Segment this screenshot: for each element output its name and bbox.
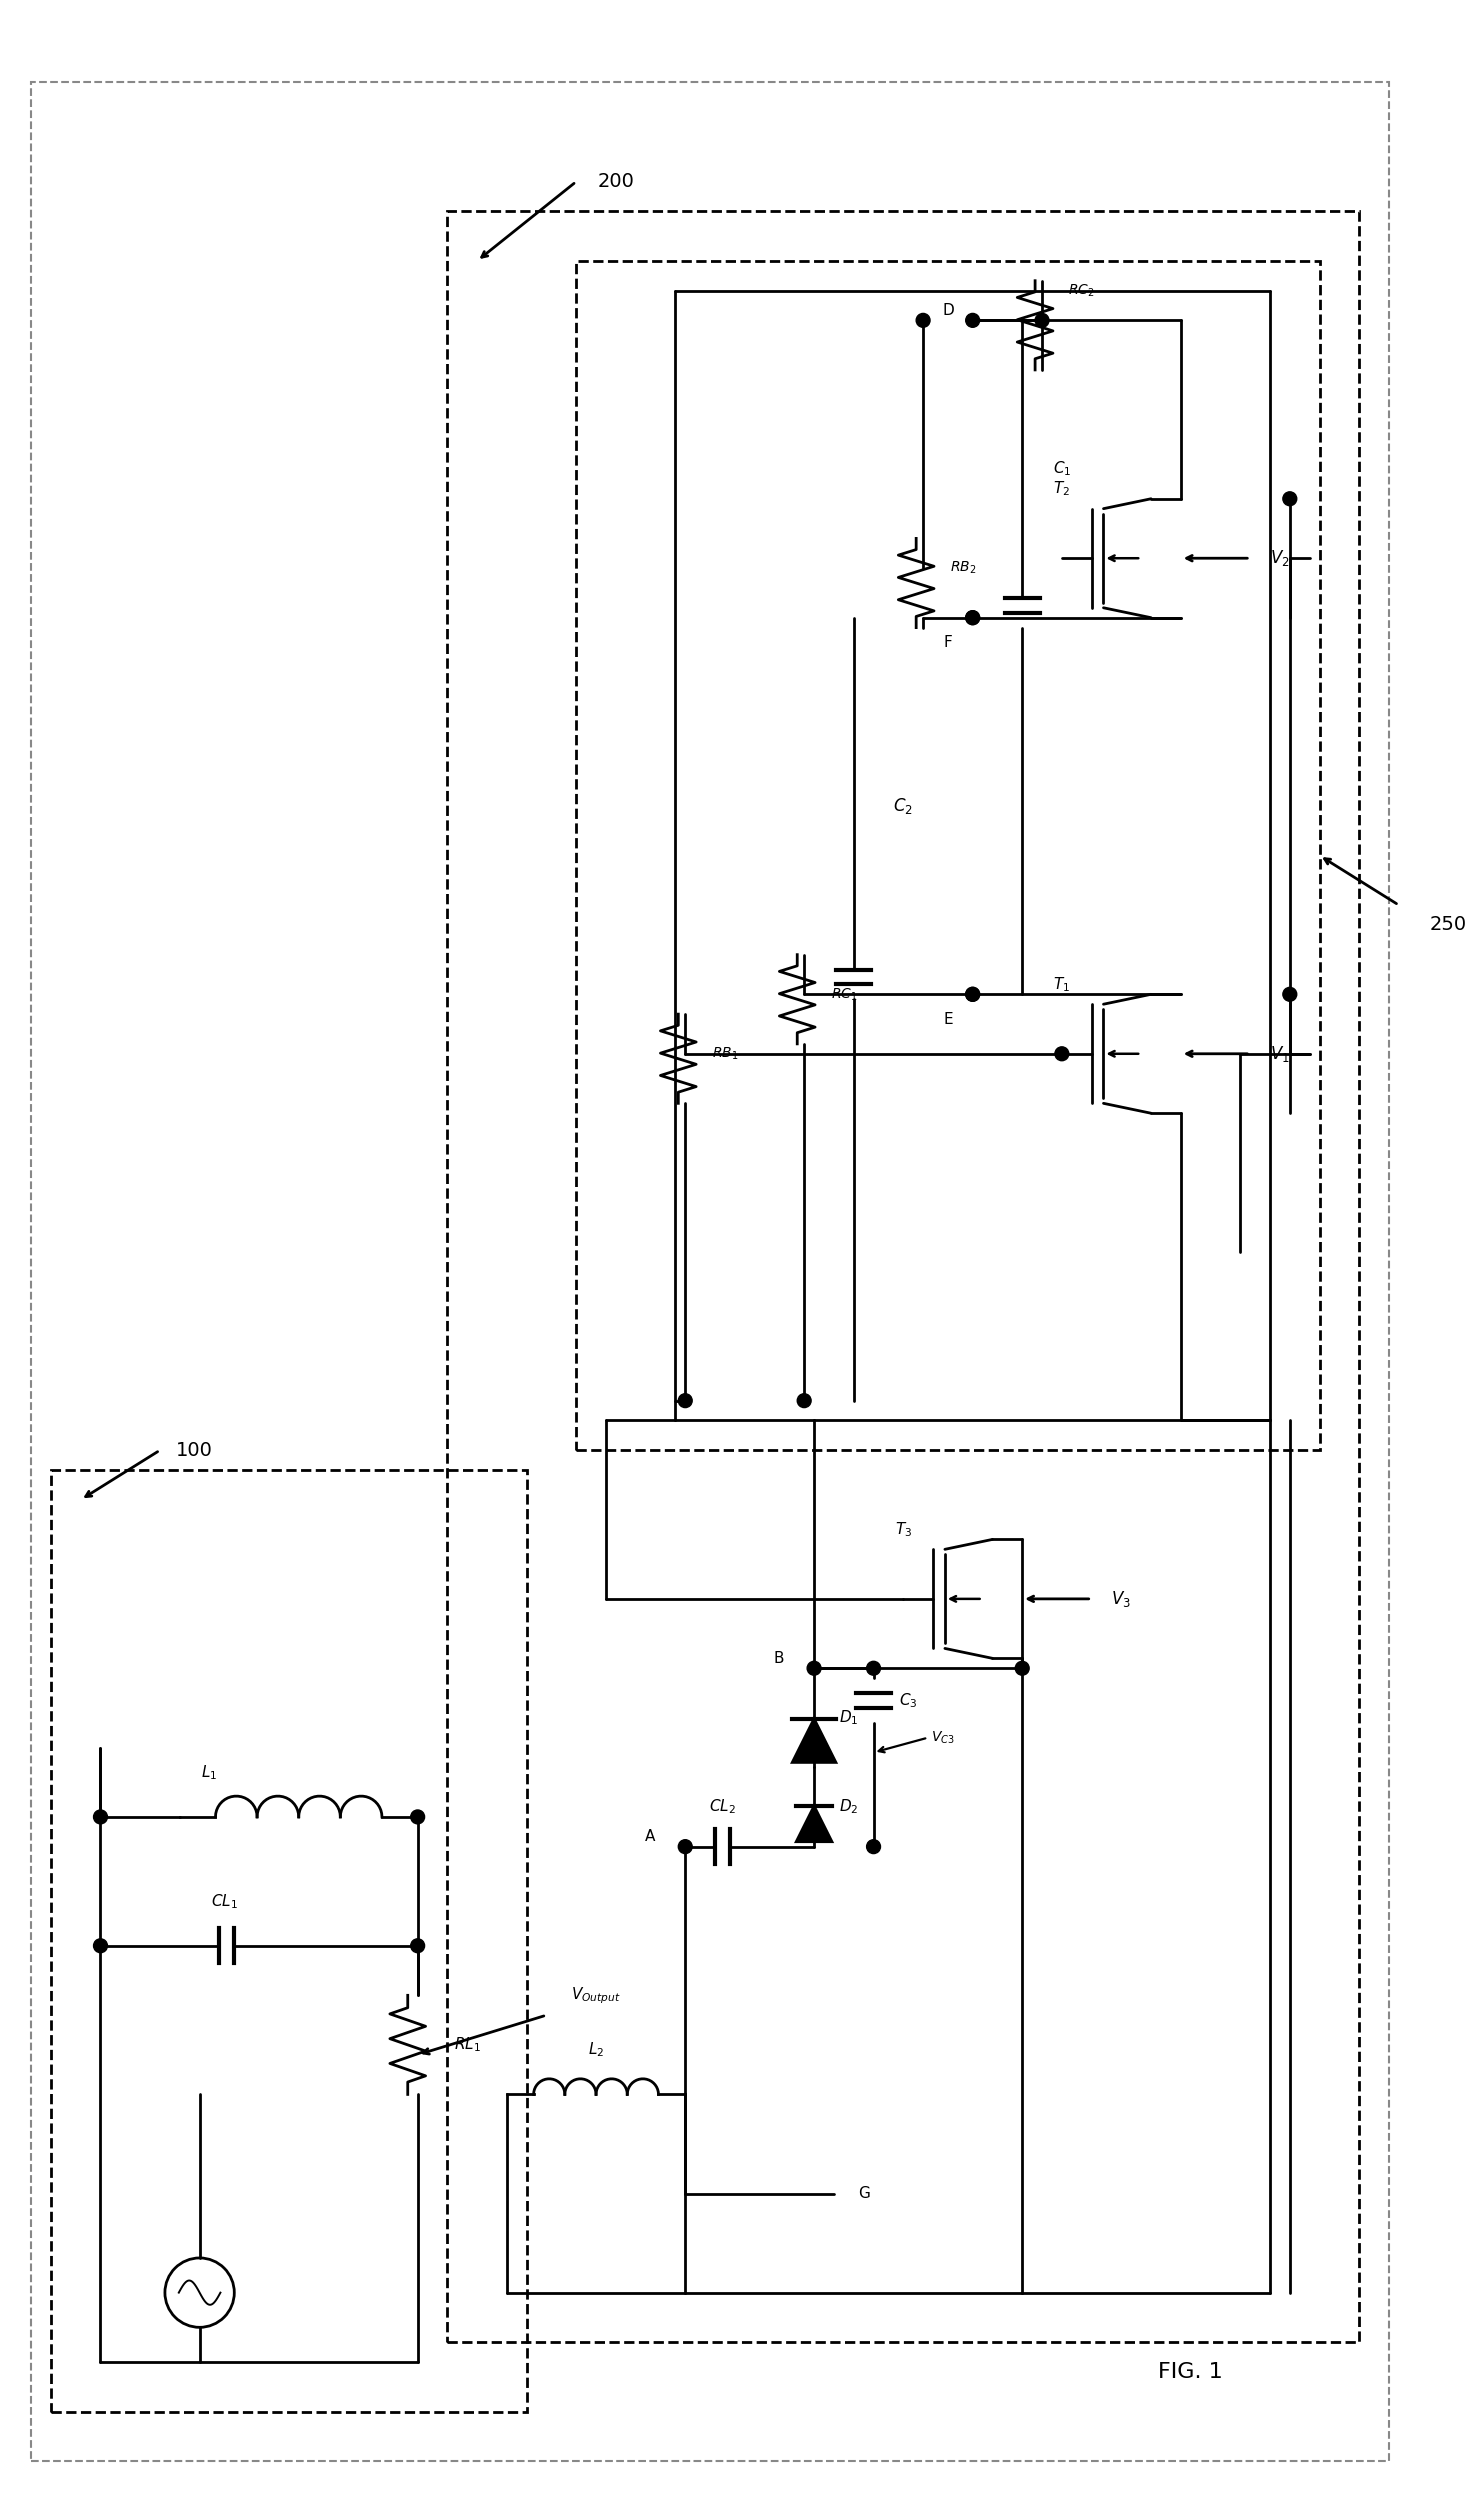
Circle shape — [410, 1809, 425, 1824]
Circle shape — [916, 313, 929, 328]
Text: D: D — [943, 303, 954, 318]
Text: $V_3$: $V_3$ — [1111, 1589, 1132, 1609]
Text: E: E — [943, 1011, 953, 1026]
Circle shape — [1016, 1661, 1029, 1676]
Text: $V_{C3}$: $V_{C3}$ — [931, 1729, 954, 1746]
Text: FIG. 1: FIG. 1 — [1158, 2362, 1223, 2382]
Circle shape — [966, 610, 979, 626]
Text: 100: 100 — [176, 1441, 213, 1459]
Circle shape — [94, 1939, 107, 1952]
Circle shape — [966, 610, 979, 626]
Circle shape — [1283, 988, 1297, 1001]
Text: $C_3$: $C_3$ — [899, 1691, 918, 1711]
Circle shape — [966, 988, 979, 1001]
Polygon shape — [796, 1806, 831, 1841]
Circle shape — [966, 988, 979, 1001]
Text: B: B — [774, 1651, 784, 1666]
Text: $CL_2$: $CL_2$ — [708, 1796, 736, 1816]
Circle shape — [866, 1839, 881, 1854]
Text: $D_1$: $D_1$ — [839, 1709, 859, 1726]
Text: $C_2$: $C_2$ — [893, 796, 913, 816]
Text: $V_{Output}$: $V_{Output}$ — [572, 1984, 622, 2007]
Circle shape — [798, 1394, 811, 1409]
Circle shape — [966, 313, 979, 328]
Circle shape — [1056, 1046, 1069, 1061]
Text: $RC_2$: $RC_2$ — [1069, 283, 1095, 298]
Text: $RB_1$: $RB_1$ — [711, 1046, 737, 1061]
Text: 250: 250 — [1429, 916, 1466, 933]
Text: $L_1$: $L_1$ — [201, 1764, 217, 1781]
Text: $D_2$: $D_2$ — [839, 1796, 859, 1816]
Circle shape — [1283, 493, 1297, 505]
Text: $V_1$: $V_1$ — [1270, 1043, 1290, 1063]
Circle shape — [1035, 313, 1050, 328]
Text: $T_1$: $T_1$ — [1054, 976, 1070, 993]
Circle shape — [679, 1394, 692, 1409]
Text: F: F — [944, 636, 953, 651]
Text: A: A — [645, 1829, 655, 1844]
Text: G: G — [858, 2187, 869, 2202]
Text: 200: 200 — [598, 173, 635, 190]
Circle shape — [808, 1661, 821, 1676]
Circle shape — [679, 1839, 692, 1854]
Text: $T_3$: $T_3$ — [894, 1521, 912, 1539]
Text: $CL_1$: $CL_1$ — [211, 1892, 237, 1912]
Circle shape — [866, 1661, 881, 1676]
Text: $C_1$: $C_1$ — [1053, 460, 1072, 478]
Text: $RB_2$: $RB_2$ — [950, 560, 976, 575]
Circle shape — [94, 1809, 107, 1824]
Text: $T_2$: $T_2$ — [1054, 480, 1070, 498]
Circle shape — [410, 1939, 425, 1952]
Text: $RL_1$: $RL_1$ — [454, 2037, 481, 2054]
Text: $V_2$: $V_2$ — [1270, 548, 1290, 568]
Text: $L_2$: $L_2$ — [588, 2042, 604, 2059]
Text: $RC_1$: $RC_1$ — [831, 986, 858, 1003]
Polygon shape — [792, 1719, 836, 1761]
